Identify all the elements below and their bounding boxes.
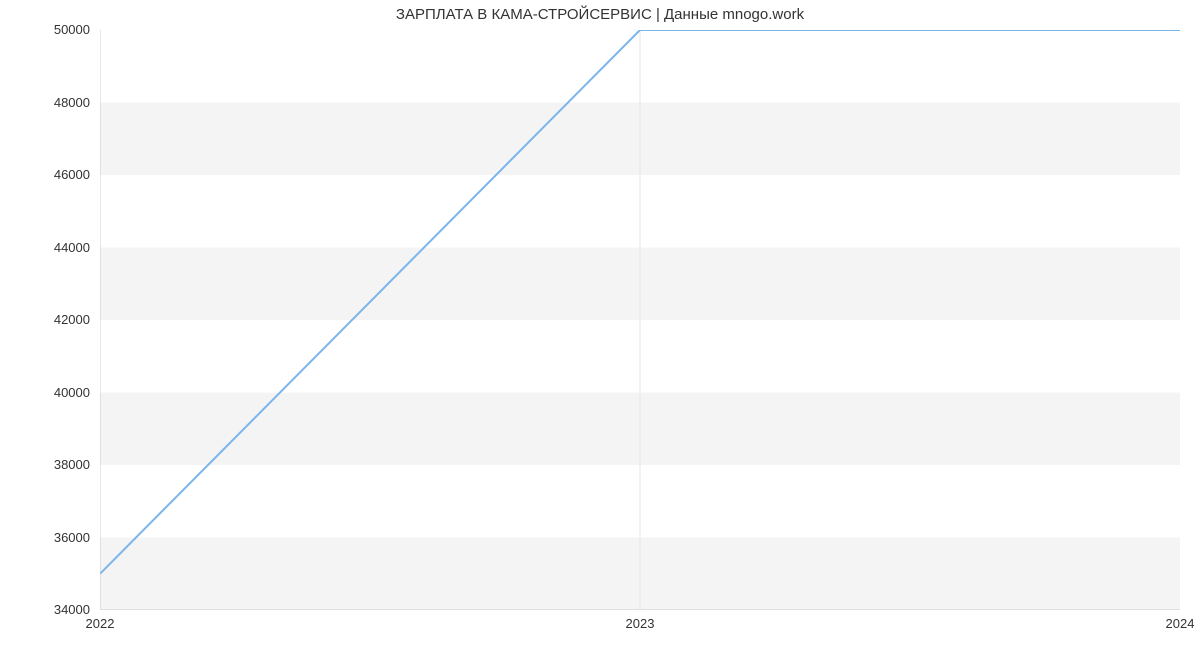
plot-area (100, 30, 1180, 610)
chart-title: ЗАРПЛАТА В КАМА-СТРОЙСЕРВИС | Данные mno… (0, 6, 1200, 23)
x-tick-label: 2024 (1150, 616, 1200, 631)
y-tick-label: 34000 (0, 602, 90, 617)
y-tick-label: 50000 (0, 22, 90, 37)
y-tick-label: 38000 (0, 457, 90, 472)
y-tick-label: 42000 (0, 312, 90, 327)
x-tick-label: 2023 (610, 616, 670, 631)
y-tick-label: 44000 (0, 240, 90, 255)
x-tick-label: 2022 (70, 616, 130, 631)
y-tick-label: 46000 (0, 167, 90, 182)
y-tick-label: 36000 (0, 530, 90, 545)
y-tick-label: 40000 (0, 385, 90, 400)
y-tick-label: 48000 (0, 95, 90, 110)
salary-chart: ЗАРПЛАТА В КАМА-СТРОЙСЕРВИС | Данные mno… (0, 0, 1200, 650)
